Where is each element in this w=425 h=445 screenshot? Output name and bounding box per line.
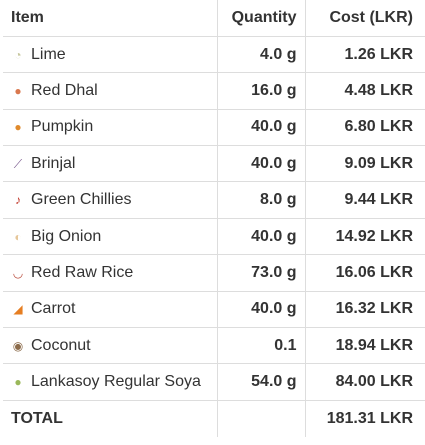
table-row: ◢ Carrot 40.0 g 16.32 LKR [3,291,425,329]
cost-cell: 1.26 LKR [304,36,425,74]
item-name: Brinjal [31,154,76,172]
soya-icon: ● [14,375,22,390]
quantity-cell: 4.0 g [216,36,305,74]
header-cost: Cost (LKR) [304,0,425,37]
item-name: Coconut [31,336,91,354]
item-cell: ◡ Red Raw Rice [3,254,217,292]
table-row: ◡ Red Raw Rice 73.0 g 16.06 LKR [3,254,425,292]
lime-icon: ◔ [14,47,22,62]
coconut-icon: ◉ [12,338,24,353]
table-row: ● Red Dhal 16.0 g 4.48 LKR [3,72,425,110]
item-name: Lankasoy Regular Soya [31,373,201,391]
header-item: Item [3,0,217,37]
cost-cell: 9.09 LKR [304,145,425,183]
cost-cell: 16.06 LKR [304,254,425,292]
item-cell: ◐ Big Onion [3,218,217,256]
quantity-cell: 40.0 g [216,218,305,256]
table-row: ● Lankasoy Regular Soya 54.0 g 84.00 LKR [3,363,425,401]
quantity-cell: 40.0 g [216,145,305,183]
brinjal-icon: ⟋ [13,156,23,171]
item-cell: ◉ Coconut [3,327,217,365]
carrot-icon: ◢ [13,302,23,317]
cost-cell: 84.00 LKR [304,363,425,401]
item-cell: ◔ Lime [3,36,217,74]
item-cell: ♪ Green Chillies [3,181,217,219]
item-cell: ◢ Carrot [3,291,217,329]
item-name: Big Onion [31,227,102,245]
table-row: ● Pumpkin 40.0 g 6.80 LKR [3,109,425,147]
header-quantity: Quantity [216,0,305,37]
table-header-row: Item Quantity Cost (LKR) [3,0,425,37]
quantity-cell: 16.0 g [216,72,305,110]
table-row: ◉ Coconut 0.1 18.94 LKR [3,327,425,365]
item-name: Lime [31,45,66,63]
cost-cell: 14.92 LKR [304,218,425,256]
pumpkin-icon: ● [14,120,22,135]
cost-table: Item Quantity Cost (LKR) ◔ Lime 4.0 g 1.26 … [3,0,425,437]
total-label: TOTAL [11,409,63,427]
item-cell: ● Lankasoy Regular Soya [3,363,217,401]
red-dhal-icon: ● [14,83,22,98]
item-cell: ● Red Dhal [3,72,217,110]
total-quantity [216,400,305,437]
quantity-cell: 8.0 g [216,181,305,219]
red-raw-rice-icon: ◡ [12,265,24,280]
quantity-cell: 0.1 [216,327,305,365]
quantity-cell: 54.0 g [216,363,305,401]
item-name: Red Raw Rice [31,263,134,281]
green-chillies-icon: ♪ [15,193,21,208]
cost-cell: 9.44 LKR [304,181,425,219]
cost-cell: 16.32 LKR [304,291,425,329]
table-row: ⟋ Brinjal 40.0 g 9.09 LKR [3,145,425,183]
quantity-cell: 73.0 g [216,254,305,292]
total-row: TOTAL 181.31 LKR [3,400,425,437]
quantity-cell: 40.0 g [216,109,305,147]
item-cell: ● Pumpkin [3,109,217,147]
table-row: ♪ Green Chillies 8.0 g 9.44 LKR [3,181,425,219]
item-name: Carrot [31,300,76,318]
item-name: Green Chillies [31,191,132,209]
table-row: ◐ Big Onion 40.0 g 14.92 LKR [3,218,425,256]
item-cell: ⟋ Brinjal [3,145,217,183]
total-cost: 181.31 LKR [304,400,425,437]
item-name: Red Dhal [31,81,98,99]
cost-cell: 4.48 LKR [304,72,425,110]
item-name: Pumpkin [31,118,94,136]
quantity-cell: 40.0 g [216,291,305,329]
cost-cell: 18.94 LKR [304,327,425,365]
cost-cell: 6.80 LKR [304,109,425,147]
table-row: ◔ Lime 4.0 g 1.26 LKR [3,36,425,74]
big-onion-icon: ◐ [14,229,22,244]
